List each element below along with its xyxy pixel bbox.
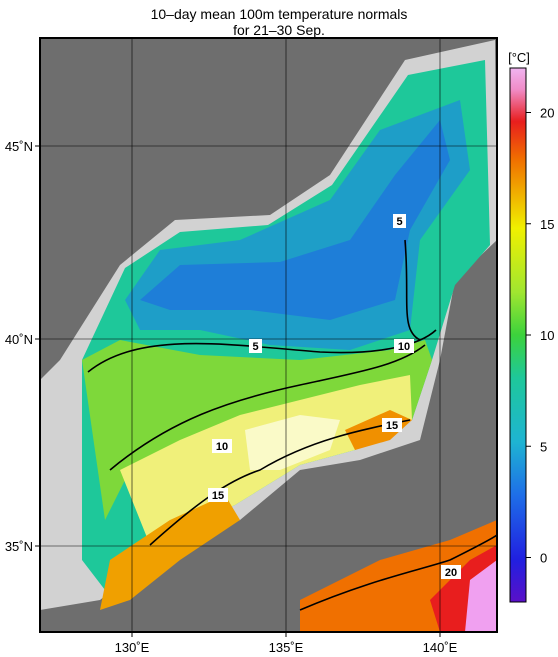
contour-label-text: 20 xyxy=(445,567,457,579)
x-tick-label: 140˚E xyxy=(423,640,458,655)
colorbar-ticks: 0 5 10 15 20 xyxy=(526,106,554,566)
contour-labels: 5 5 10 10 15 15 20 xyxy=(208,214,461,579)
y-tick-label: 35˚N xyxy=(5,539,33,554)
pacific-kuroshio xyxy=(465,560,497,632)
contour-label: 15 xyxy=(208,488,228,502)
contour-15 xyxy=(149,419,411,546)
map-title-line1: 10–day mean 100m temperature normals xyxy=(150,6,408,22)
contour-label: 5 xyxy=(393,214,406,228)
warm-pocket xyxy=(245,415,340,470)
contour-label-text: 15 xyxy=(386,420,398,432)
contour-label-text: 10 xyxy=(216,441,228,453)
map-title-line2: for 21–30 Sep. xyxy=(233,22,325,38)
colorbar-gradient xyxy=(509,67,527,603)
y-tick-label: 45˚N xyxy=(5,139,33,154)
contour-label: 10 xyxy=(212,439,232,453)
colorbar-tick-label: 10 xyxy=(540,328,554,343)
y-tick-label: 40˚N xyxy=(5,332,33,347)
map-frame xyxy=(39,37,498,633)
map-field xyxy=(40,38,497,632)
contour-label-text: 15 xyxy=(212,490,224,502)
x-tick-label: 135˚E xyxy=(269,640,304,655)
contour-label-text: 5 xyxy=(396,216,402,228)
contour-label-text: 5 xyxy=(252,341,258,353)
colorbar-tick-label: 5 xyxy=(540,439,547,454)
contour-label: 15 xyxy=(382,418,402,432)
x-tick-label: 130˚E xyxy=(115,640,150,655)
contour-label-text: 10 xyxy=(398,341,410,353)
cold-core-inner xyxy=(140,120,450,320)
colorbar-tick-label: 0 xyxy=(540,551,547,566)
contour-5-east xyxy=(404,239,421,341)
contour-label: 20 xyxy=(441,565,461,579)
colorbar: [°C] 0 5 10 15 20 xyxy=(508,50,554,603)
colorbar-tick-label: 20 xyxy=(540,106,554,121)
contour-label: 5 xyxy=(249,339,262,353)
warm-rim-west xyxy=(100,495,240,610)
colorbar-tick-label: 15 xyxy=(540,217,554,232)
colorbar-unit: [°C] xyxy=(508,50,530,65)
contour-label: 10 xyxy=(394,339,414,353)
contour-20 xyxy=(299,534,497,611)
contour-10 xyxy=(109,344,426,471)
frame-ticks xyxy=(35,145,441,637)
